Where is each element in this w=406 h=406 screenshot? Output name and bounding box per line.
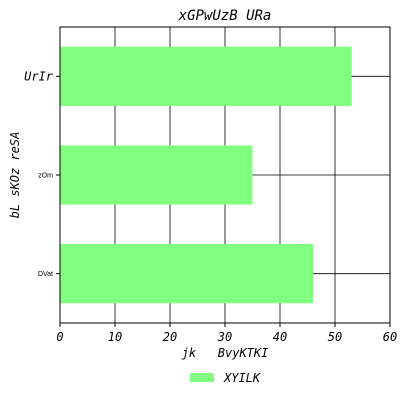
- x-tick-label: 20: [163, 330, 177, 344]
- bars-group: [60, 46, 352, 304]
- y-axis-ticks: DVat zOm UrIr: [24, 69, 60, 278]
- x-tick-label: 30: [217, 330, 232, 344]
- x-tick-label: 0: [56, 330, 63, 344]
- bar-zOm: [60, 145, 253, 205]
- x-axis-ticks: 0 10 20 30 40 50 60: [56, 323, 397, 344]
- x-tick-label: 50: [328, 330, 342, 344]
- chart-title: xGPwUzB URa: [178, 8, 272, 24]
- bar-DVat: [60, 244, 313, 304]
- y-tick-label: zOm: [38, 173, 53, 180]
- legend-swatch: [190, 373, 214, 382]
- x-tick-label: 10: [108, 330, 122, 344]
- x-axis-label: jk BvyKTKI: [182, 346, 269, 360]
- y-tick-label: UrIr: [24, 69, 54, 83]
- x-tick-label: 40: [273, 330, 287, 344]
- y-axis-label: bL sKOz reSA: [8, 132, 22, 219]
- legend: XYILK: [190, 371, 261, 385]
- bar-UrIr: [60, 46, 352, 106]
- x-tick-label: 60: [383, 330, 397, 344]
- y-tick-label: DVat: [38, 271, 53, 278]
- legend-label: XYILK: [223, 371, 261, 385]
